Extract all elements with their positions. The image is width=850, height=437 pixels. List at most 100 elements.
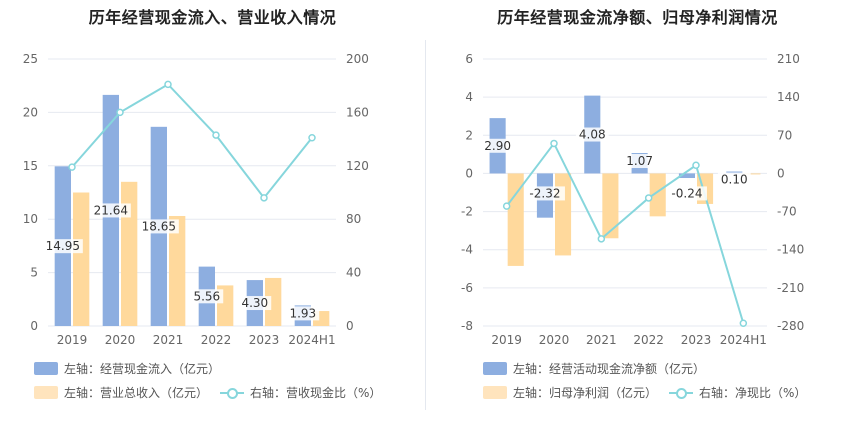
- data-label: 1.93: [289, 306, 316, 320]
- legend-swatch: [483, 386, 507, 399]
- y-tick-left: 2: [465, 128, 473, 142]
- x-tick-label: 2024H1: [288, 333, 335, 347]
- y-tick-left: 0: [465, 166, 473, 180]
- y-tick-right: 0: [777, 166, 785, 180]
- legend-line-icon: [669, 386, 694, 399]
- legend-item-ratio[interactable]: 右轴：营收现金比（%）: [220, 384, 381, 401]
- ratio-point: [550, 139, 558, 148]
- legend-label: 左轴：归母净利润（亿元）: [513, 386, 658, 400]
- y-tick-left: -4: [461, 243, 473, 257]
- legend-label: 右轴：营收现金比（%）: [250, 386, 382, 400]
- data-label: 1.07: [626, 154, 653, 168]
- bar-secondary: [744, 173, 761, 175]
- ratio-point: [502, 202, 511, 210]
- ratio-line: [505, 141, 745, 324]
- legend-line-icon: [220, 386, 245, 399]
- legend-row-1: 左轴：经营活动现金流净额（亿元）: [483, 360, 717, 377]
- legend-row-2: 左轴：营业总收入（亿元） 右轴：营收现金比（%）: [34, 384, 393, 401]
- y-tick-right: 40: [346, 266, 361, 280]
- left-chart-svg: 0 5 10 15 20 25 0 40 80 120 160 200 2019 2020 2021 2022…: [23, 52, 369, 347]
- y-tick-left: -2: [461, 205, 473, 219]
- y-tick-left: 25: [23, 52, 38, 66]
- legend-label: 右轴：净现比（%）: [699, 386, 807, 400]
- x-tick-label: 2019: [491, 333, 522, 347]
- x-tick-label: 2022: [201, 333, 232, 347]
- bar-secondary: [121, 181, 138, 326]
- ratio-point: [116, 108, 124, 117]
- ratio-point: [68, 163, 76, 171]
- legend-item-cash-inflow[interactable]: 左轴：经营现金流入（亿元）: [34, 360, 220, 377]
- panel-divider: [425, 40, 426, 410]
- y-tick-right: -280: [777, 319, 804, 333]
- y-tick-right: 140: [777, 90, 800, 104]
- legend-label: 左轴：经营现金流入（亿元）: [64, 362, 221, 376]
- right-chart-svg: -8 -6 -4 -2 0 2 4 6 -280 -210 -140 -70 0 70 140 210 2019…: [461, 52, 804, 347]
- data-label: 21.64: [94, 203, 128, 217]
- x-tick-label: 2022: [633, 333, 664, 347]
- bar-secondary: [602, 173, 619, 239]
- data-label-bg: [42, 239, 83, 254]
- bar-secondary: [649, 173, 666, 217]
- y-tick-right: -70: [777, 205, 797, 219]
- y-tick-left: 20: [23, 105, 38, 119]
- x-tick-label: 2021: [586, 333, 617, 347]
- y-tick-left: 15: [23, 159, 38, 173]
- data-label-bg: [90, 203, 131, 218]
- y-tick-right: 160: [346, 105, 369, 119]
- y-tick-right: 0: [346, 319, 354, 333]
- y-tick-right: 120: [346, 159, 369, 173]
- legend-label: 左轴：经营活动现金流净额（亿元）: [513, 362, 706, 376]
- y-tick-right: -140: [777, 243, 804, 257]
- legend-item-revenue[interactable]: 左轴：营业总收入（亿元）: [34, 384, 208, 401]
- data-label-bg: [524, 186, 565, 201]
- bar-secondary: [73, 192, 90, 326]
- bar-secondary: [507, 173, 524, 266]
- data-label: -2.32: [529, 186, 560, 200]
- y-tick-left: 0: [30, 319, 38, 333]
- legend-item-net-cash-flow[interactable]: 左轴：经营活动现金流净额（亿元）: [483, 360, 705, 377]
- y-tick-left: -6: [461, 281, 473, 295]
- right-chart-panel: 历年经营现金流净额、归母净利润情况 -8 -6 -4 -2 0 2 4 6 -280 -210 -1…: [425, 0, 850, 437]
- y-tick-right: 200: [346, 52, 369, 66]
- legend-item-net-cash-ratio[interactable]: 右轴：净现比（%）: [669, 384, 806, 401]
- data-label-bg: [238, 296, 272, 311]
- y-tick-right: -210: [777, 281, 804, 295]
- bar-secondary: [169, 215, 186, 326]
- y-tick-right: 70: [777, 128, 792, 142]
- y-tick-left: 5: [30, 266, 38, 280]
- data-label-bg: [481, 138, 515, 153]
- ratio-point: [597, 235, 606, 243]
- x-tick-label: 2021: [153, 333, 184, 347]
- ratio-point: [739, 319, 748, 328]
- left-chart-panel: 历年经营现金流入、营业收入情况 0 5 10 15 20 25 0 40 80 120 160 200…: [23, 8, 393, 401]
- data-label-bg: [717, 172, 751, 187]
- data-label: 2.90: [484, 139, 511, 153]
- y-tick-left: 6: [465, 52, 473, 66]
- y-tick-left: 10: [23, 212, 38, 226]
- bar-primary: [678, 173, 695, 179]
- legend-swatch: [34, 362, 58, 375]
- legend-row-2: 左轴：归母净利润（亿元） 右轴：净现比（%）: [483, 384, 818, 401]
- x-tick-label: 2023: [249, 333, 280, 347]
- data-label-bg: [190, 289, 224, 304]
- ratio-point: [308, 134, 316, 142]
- legend-label: 左轴：营业总收入（亿元）: [64, 386, 209, 400]
- data-label: 5.56: [193, 289, 220, 303]
- data-label: 0.10: [721, 173, 748, 187]
- legend-row-1: 左轴：经营现金流入（亿元）: [34, 360, 232, 377]
- x-tick-label: 2020: [105, 333, 136, 347]
- data-label-bg: [286, 306, 320, 321]
- data-label: 14.95: [46, 239, 80, 253]
- y-tick-left: 4: [465, 90, 473, 104]
- ratio-point: [644, 194, 653, 202]
- data-label: 4.30: [241, 296, 268, 310]
- legend-item-net-profit[interactable]: 左轴：归母净利润（亿元）: [483, 384, 657, 401]
- x-tick-label: 2023: [681, 333, 712, 347]
- data-label-bg: [623, 154, 657, 169]
- ratio-point: [212, 131, 220, 139]
- y-tick-right: 80: [346, 212, 361, 226]
- ratio-point: [692, 161, 700, 170]
- x-tick-label: 2020: [539, 333, 570, 347]
- ratio-point: [164, 80, 172, 89]
- data-label: -0.24: [671, 186, 702, 200]
